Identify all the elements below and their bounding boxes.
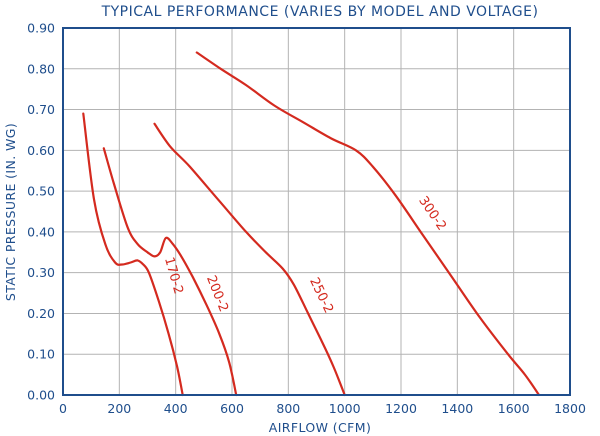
x-tick-label: 1400 [441, 401, 473, 416]
x-tick-label: 1800 [554, 401, 586, 416]
x-tick-label: 400 [164, 401, 188, 416]
x-tick-label: 800 [276, 401, 300, 416]
y-tick-label: 0.50 [27, 184, 55, 199]
y-tick-label: 0.20 [27, 306, 55, 321]
y-tick-label: 0.10 [27, 347, 55, 362]
grid-lines [62, 27, 571, 396]
y-tick-label: 0.70 [27, 102, 55, 117]
series-line-250-2 [153, 122, 346, 397]
y-tick-label: 0.60 [27, 143, 55, 158]
y-axis-label: STATIC PRESSURE (IN. WG) [3, 123, 18, 301]
x-tick-label: 1000 [329, 401, 361, 416]
series-line-200-2 [102, 147, 238, 397]
x-tick-label: 1200 [385, 401, 417, 416]
y-tick-label: 0.40 [27, 224, 55, 239]
x-tick-labels: 0 200 400 600 800 1000 1200 1400 1600 1800 [59, 401, 586, 416]
y-tick-label: 0.30 [27, 265, 55, 280]
x-tick-label: 1600 [498, 401, 530, 416]
x-tick-label: 200 [107, 401, 131, 416]
x-tick-label: 600 [220, 401, 244, 416]
plot-frame [62, 27, 571, 396]
series-label-170-2: 170-2 [161, 256, 186, 296]
y-tick-labels: 0.00 0.10 0.20 0.30 0.40 0.50 0.60 0.70 0.80 0.90 [27, 21, 55, 403]
series-line-300-2 [195, 51, 541, 397]
x-tick-label: 0 [59, 401, 67, 416]
y-tick-label: 0.90 [27, 21, 55, 36]
series-line-170-2 [82, 112, 184, 397]
y-tick-label: 0.80 [27, 61, 55, 76]
x-axis-label: AIRFLOW (CFM) [269, 420, 371, 435]
series-label-300-2: 300-2 [415, 194, 449, 234]
chart-title: TYPICAL PERFORMANCE (VARIES BY MODEL AND… [101, 4, 539, 20]
y-tick-label: 0.00 [27, 388, 55, 403]
series-label-250-2: 250-2 [306, 275, 336, 316]
series-curves [82, 51, 541, 397]
